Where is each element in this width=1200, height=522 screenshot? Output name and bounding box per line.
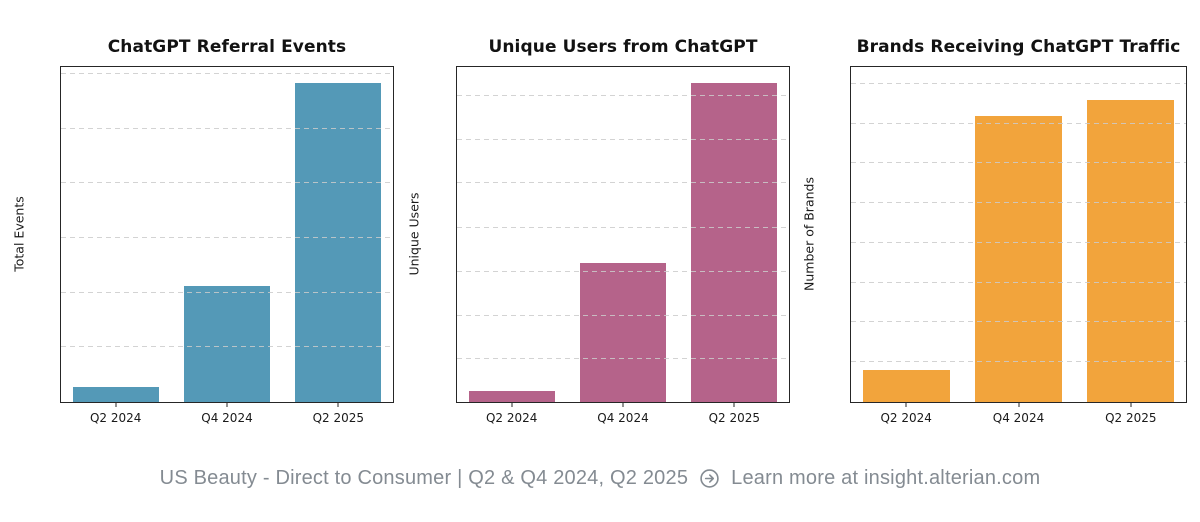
x-tick-label: Q2 2025 bbox=[708, 411, 761, 425]
bar-q2-2025 bbox=[690, 82, 777, 402]
gridline bbox=[851, 281, 1186, 283]
footer-caption: US Beauty - Direct to Consumer | Q2 & Q4… bbox=[0, 463, 1200, 493]
gridline bbox=[457, 314, 789, 316]
gridline bbox=[457, 270, 789, 272]
plot-area-referral-events bbox=[60, 66, 394, 403]
gridline bbox=[851, 162, 1186, 164]
bar-q4-2024 bbox=[974, 115, 1063, 402]
gridline bbox=[457, 227, 789, 229]
bar-q2-2024 bbox=[469, 390, 556, 402]
chart-title-referral-events: ChatGPT Referral Events bbox=[107, 37, 347, 57]
x-tick-label: Q2 2024 bbox=[485, 411, 538, 425]
gridline bbox=[61, 182, 393, 184]
gridline bbox=[851, 202, 1186, 204]
gridline bbox=[457, 358, 789, 360]
x-tick-label: Q2 2025 bbox=[312, 411, 365, 425]
x-axis-unique-users: Q2 2024 Q4 2024 Q2 2025 bbox=[456, 403, 790, 429]
x-tick-label: Q2 2025 bbox=[1105, 411, 1157, 425]
y-axis-label-total-events: Total Events bbox=[11, 196, 27, 272]
x-tick-mark bbox=[1018, 403, 1019, 407]
x-tick-mark bbox=[511, 403, 513, 407]
plot-area-brands-traffic bbox=[850, 66, 1187, 403]
x-tick-mark bbox=[226, 403, 228, 407]
arrow-right-circle-icon bbox=[699, 468, 720, 489]
x-tick-label: Q2 2024 bbox=[89, 411, 142, 425]
learn-more-link[interactable]: Learn more at insight.alterian.com bbox=[731, 466, 1041, 489]
report-label: US Beauty - Direct to Consumer | Q2 & Q4… bbox=[159, 466, 689, 489]
x-axis-referral-events: Q2 2024 Q4 2024 Q2 2025 bbox=[60, 403, 394, 429]
bar-q2-2025 bbox=[1086, 99, 1174, 402]
gridline bbox=[61, 236, 393, 238]
bar-q2-2024 bbox=[863, 370, 951, 402]
gridline bbox=[61, 127, 393, 129]
bar-q2-2024 bbox=[73, 386, 160, 402]
bar-q4-2024 bbox=[183, 285, 271, 402]
gridline bbox=[851, 82, 1186, 84]
x-tick-mark bbox=[1130, 403, 1132, 407]
gridline bbox=[61, 346, 393, 348]
gridline bbox=[851, 122, 1186, 124]
bar-q4-2024 bbox=[579, 262, 667, 402]
x-tick-label: Q4 2024 bbox=[597, 411, 649, 425]
x-tick-label: Q4 2024 bbox=[992, 411, 1045, 425]
x-tick-label: Q4 2024 bbox=[201, 411, 253, 425]
gridline bbox=[61, 291, 393, 293]
gridline bbox=[851, 321, 1186, 323]
x-tick-mark bbox=[622, 403, 624, 407]
x-tick-mark bbox=[905, 403, 907, 407]
gridline bbox=[61, 73, 393, 75]
x-tick-mark bbox=[115, 403, 117, 407]
chart-title-unique-users: Unique Users from ChatGPT bbox=[488, 37, 758, 57]
gridline bbox=[457, 94, 789, 96]
x-tick-mark bbox=[733, 403, 735, 407]
gridline bbox=[457, 182, 789, 184]
bar-q2-2025 bbox=[294, 82, 381, 402]
gridline bbox=[851, 241, 1186, 243]
y-axis-label-number-of-brands: Number of Brands bbox=[801, 177, 817, 291]
gridline bbox=[457, 138, 789, 140]
x-tick-mark bbox=[337, 403, 339, 407]
y-axis-label-unique-users: Unique Users bbox=[406, 192, 422, 276]
x-tick-label: Q2 2024 bbox=[880, 411, 932, 425]
plot-area-unique-users bbox=[456, 66, 790, 403]
chart-title-brands-traffic: Brands Receiving ChatGPT Traffic bbox=[856, 37, 1181, 57]
gridline bbox=[851, 361, 1186, 363]
x-axis-brands-traffic: Q2 2024 Q4 2024 Q2 2025 bbox=[850, 403, 1187, 429]
